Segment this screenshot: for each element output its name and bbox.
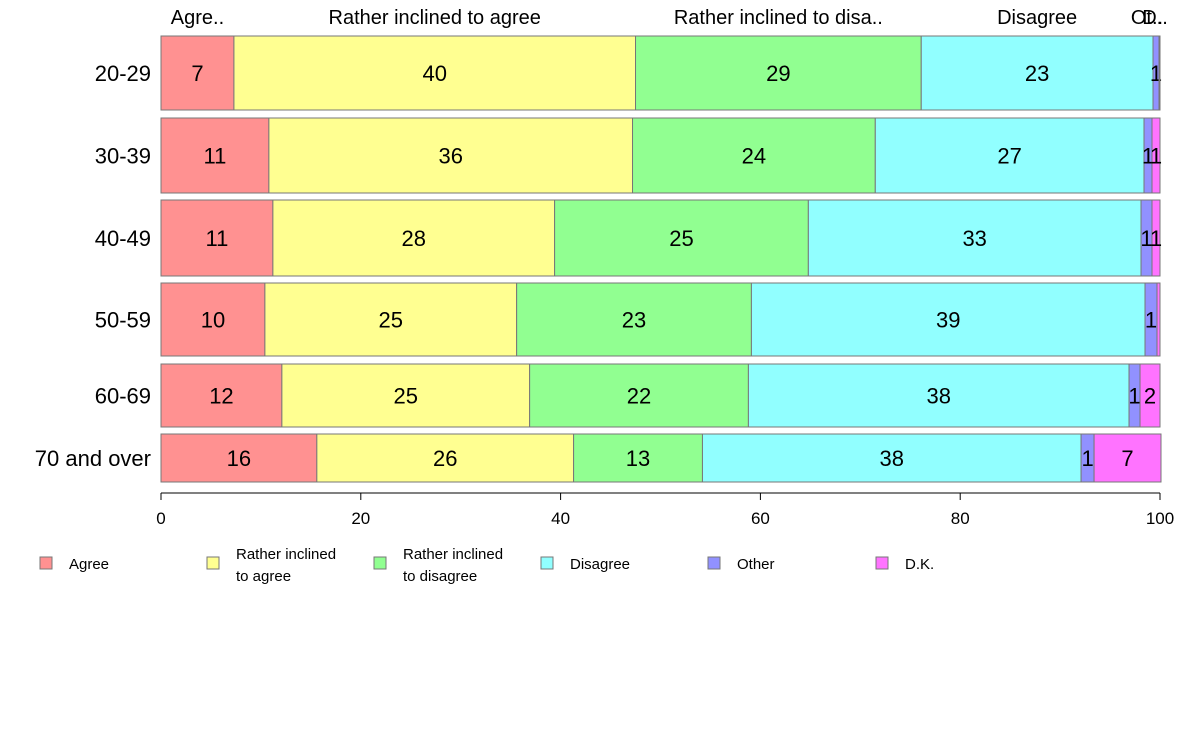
bar-value-label: 27 xyxy=(997,144,1021,169)
legend-label: Other xyxy=(737,556,775,573)
bar-segment xyxy=(160,117,270,194)
bar-value-label: 40 xyxy=(422,61,446,86)
bar-segment xyxy=(807,199,1142,277)
bar-value-label: 29 xyxy=(766,61,790,86)
legend-label: D.K. xyxy=(905,556,934,573)
bar-segment xyxy=(1139,363,1161,428)
bar-value-label: 25 xyxy=(394,384,418,409)
bar-segment xyxy=(747,363,1130,428)
legend-swatch xyxy=(707,556,721,570)
bar-segment xyxy=(920,35,1154,111)
bar-value-label: 1 xyxy=(1150,144,1162,169)
bar-value-label: 13 xyxy=(626,446,650,471)
bar-segment xyxy=(272,199,556,277)
category-label: 50-59 xyxy=(95,308,151,333)
x-tick-label: 60 xyxy=(751,509,770,528)
bar-value-label: 33 xyxy=(962,226,986,251)
bar-segment xyxy=(160,35,235,111)
x-tick-label: 80 xyxy=(951,509,970,528)
bar-segment xyxy=(233,35,637,111)
bar-segment xyxy=(268,117,634,194)
bar-value-label: 16 xyxy=(227,446,251,471)
bar-segment xyxy=(874,117,1145,194)
bar-segment xyxy=(160,282,266,357)
bar-segment xyxy=(264,282,518,357)
category-label: 40-49 xyxy=(95,226,151,251)
bar-value-label: 1 xyxy=(1142,144,1154,169)
bar-segment xyxy=(1093,433,1162,483)
top-segment-label: Ot.. xyxy=(1131,7,1163,29)
bar-segment xyxy=(1158,35,1161,111)
bar-segment xyxy=(160,363,283,428)
legend-swatch xyxy=(875,556,889,570)
x-tick-label: 40 xyxy=(551,509,570,528)
bar-segment xyxy=(160,433,318,483)
bar-value-label: 28 xyxy=(402,226,426,251)
bar-segment xyxy=(529,363,749,428)
bar-segment xyxy=(516,282,752,357)
bar-value-label: 1 xyxy=(1140,226,1152,251)
legend-label: Rather inclined xyxy=(236,546,336,563)
bar-value-label: 7 xyxy=(1121,446,1133,471)
legend-label: Agree xyxy=(69,556,109,573)
legend-swatch xyxy=(540,556,554,570)
bar-segment xyxy=(554,199,809,277)
bar-value-label: 24 xyxy=(742,144,766,169)
x-tick-label: 20 xyxy=(351,509,370,528)
bar-value-label: 26 xyxy=(433,446,457,471)
bar-value-label: 1 xyxy=(1081,446,1093,471)
x-tick-label: 0 xyxy=(156,509,165,528)
category-label: 60-69 xyxy=(95,384,151,409)
bar-segment xyxy=(632,117,876,194)
bar-value-label: 12 xyxy=(209,384,233,409)
top-segment-label: Rather inclined to disa.. xyxy=(674,7,883,29)
category-label: 30-39 xyxy=(95,144,151,169)
bar-value-label: 36 xyxy=(438,144,462,169)
bar-segment xyxy=(1151,199,1161,277)
bar-value-label: 10 xyxy=(201,308,225,333)
bar-segment xyxy=(750,282,1146,357)
bar-value-label: 23 xyxy=(1025,61,1049,86)
bar-value-label: 1 xyxy=(1128,384,1140,409)
bar-value-label: 7 xyxy=(191,61,203,86)
bar-segment xyxy=(160,199,274,277)
bar-value-label: 38 xyxy=(880,446,904,471)
bar-value-label: 39 xyxy=(936,308,960,333)
category-label: 20-29 xyxy=(95,61,151,86)
category-label: 70 and over xyxy=(35,446,151,471)
bar-value-label: 38 xyxy=(926,384,950,409)
bar-value-label: 1 xyxy=(1145,308,1157,333)
bar-segment xyxy=(1151,117,1161,194)
bar-segment xyxy=(573,433,703,483)
legend-label: to agree xyxy=(236,568,291,585)
legend-swatch xyxy=(206,556,220,570)
bar-value-label: 2 xyxy=(1144,384,1156,409)
bar-segment xyxy=(1156,282,1161,357)
bar-value-label: 25 xyxy=(379,308,403,333)
x-tick-label: 100 xyxy=(1146,509,1174,528)
bar-segment xyxy=(701,433,1082,483)
legend-label: Rather inclined xyxy=(403,546,503,563)
bar-value-label: 23 xyxy=(622,308,646,333)
bar-value-label: 11 xyxy=(206,226,229,251)
legend-label: to disagree xyxy=(403,568,477,585)
bar-value-label: 11 xyxy=(204,144,227,169)
legend-swatch xyxy=(39,556,53,570)
bar-value-label: 1 xyxy=(1150,226,1162,251)
top-segment-label: D.. xyxy=(1142,7,1168,29)
legend-label: Disagree xyxy=(570,556,630,573)
top-segment-label: Agre.. xyxy=(171,7,224,29)
legend-swatch xyxy=(373,556,387,570)
bar-segment xyxy=(316,433,575,483)
top-segment-label: Disagree xyxy=(997,7,1077,29)
top-segment-label: Rather inclined to agree xyxy=(329,7,541,29)
bar-segment xyxy=(281,363,531,428)
bar-value-label: 22 xyxy=(627,384,651,409)
bar-segment xyxy=(635,35,922,111)
bar-value-label: 25 xyxy=(669,226,693,251)
